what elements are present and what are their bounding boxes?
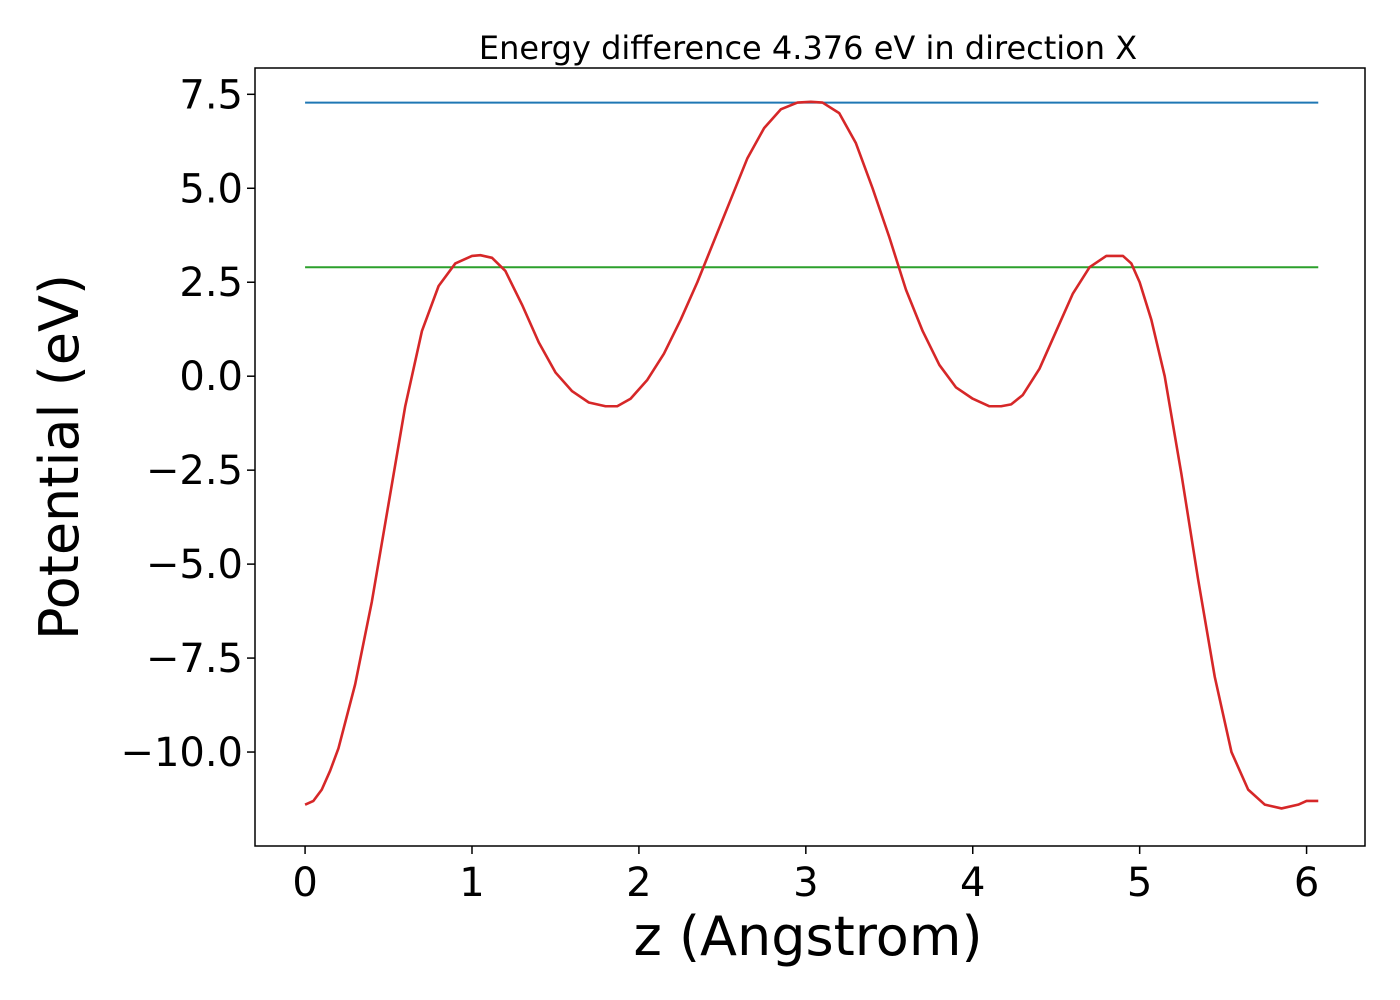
x-tick-label: 6: [1294, 860, 1319, 906]
x-tick-label: 2: [626, 860, 651, 906]
x-tick-label: 0: [292, 860, 317, 906]
x-axis-label: z (Angstrom): [633, 905, 982, 968]
y-axis-label: Potential (eV): [28, 274, 91, 640]
y-tick-label: 2.5: [179, 260, 243, 306]
x-tick-label: 3: [793, 860, 818, 906]
chart-title: Energy difference 4.376 eV in direction …: [479, 29, 1137, 67]
y-tick-label: −7.5: [146, 636, 243, 682]
series-line-3: [304, 100, 1319, 810]
x-tick-label: 1: [459, 860, 484, 906]
series-layer: [304, 100, 1319, 810]
y-tick-label: 7.5: [179, 72, 243, 118]
x-axis-ticks: 0 1 2 3 4 5 6: [292, 846, 1319, 906]
y-tick-label: −2.5: [146, 448, 243, 494]
plot-frame: [254, 67, 1366, 847]
y-tick-label: −10.0: [120, 730, 243, 776]
y-tick-label: 0.0: [179, 354, 243, 400]
y-tick-label: −5.0: [146, 542, 243, 588]
y-tick-label: 5.0: [179, 166, 243, 212]
x-tick-label: 5: [1127, 860, 1152, 906]
x-tick-label: 4: [960, 860, 985, 906]
y-axis-ticks: −10.0 −7.5 −5.0 −2.5 0.0 2.5 5.0 7.5: [120, 72, 255, 776]
